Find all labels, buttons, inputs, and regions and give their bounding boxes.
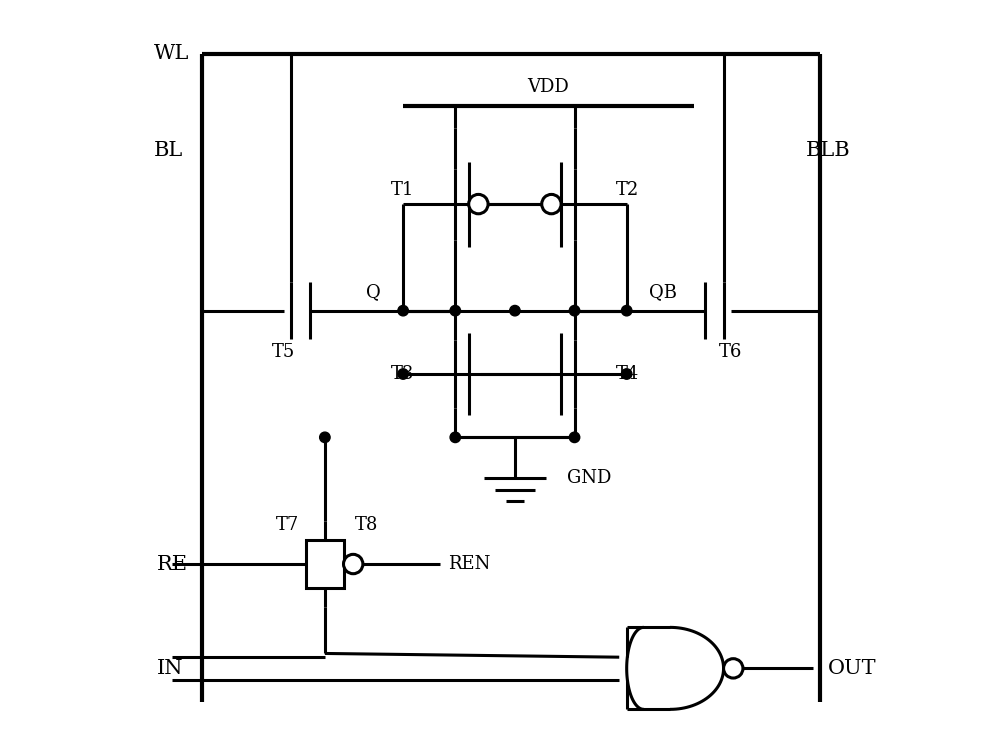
Text: Q: Q (366, 283, 381, 301)
Text: QB: QB (649, 283, 677, 301)
Circle shape (569, 305, 580, 316)
Circle shape (724, 659, 743, 678)
Circle shape (621, 305, 632, 316)
Text: T4: T4 (616, 365, 639, 383)
Text: T6: T6 (719, 343, 743, 361)
Circle shape (450, 432, 461, 443)
Circle shape (320, 432, 330, 443)
Text: T8: T8 (355, 516, 378, 534)
Text: T3: T3 (391, 365, 414, 383)
Text: T5: T5 (272, 343, 296, 361)
Circle shape (398, 369, 408, 379)
Text: REN: REN (448, 555, 490, 573)
Circle shape (469, 194, 488, 214)
Circle shape (398, 305, 408, 316)
Text: OUT: OUT (828, 659, 877, 678)
Circle shape (510, 305, 520, 316)
Text: BL: BL (153, 141, 183, 160)
Text: WL: WL (153, 44, 189, 63)
Circle shape (569, 432, 580, 443)
Text: T2: T2 (616, 180, 639, 198)
Text: VDD: VDD (528, 78, 569, 96)
Text: IN: IN (157, 659, 184, 678)
Circle shape (621, 369, 632, 379)
Circle shape (450, 305, 461, 316)
Text: RE: RE (157, 554, 188, 574)
Text: GND: GND (567, 469, 611, 488)
Text: T1: T1 (391, 180, 414, 198)
Circle shape (344, 554, 363, 574)
Bar (306, 540, 344, 588)
Text: T7: T7 (276, 516, 299, 534)
Text: BLB: BLB (806, 141, 850, 160)
Circle shape (542, 194, 561, 214)
